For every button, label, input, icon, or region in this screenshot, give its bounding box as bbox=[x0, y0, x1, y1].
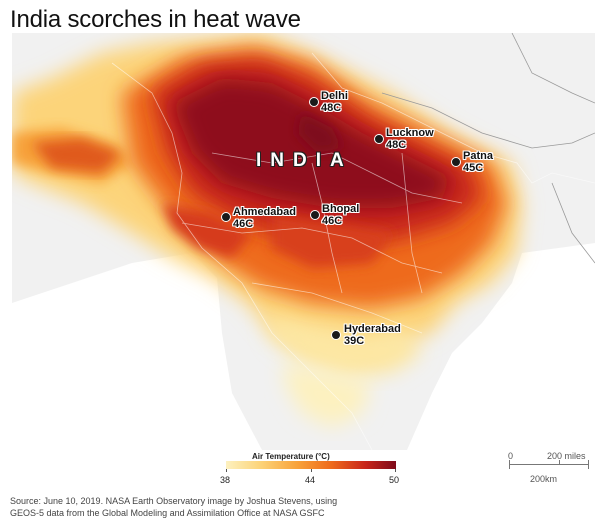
legend-title: Air Temperature (°C) bbox=[252, 452, 330, 461]
country-label-india: INDIA bbox=[256, 150, 353, 171]
outer-borders bbox=[381, 33, 595, 264]
scale-bar-line bbox=[509, 464, 589, 465]
city-name: Lucknow bbox=[386, 127, 434, 139]
legend-max-label: 50 bbox=[389, 475, 400, 485]
legend-tick-min bbox=[226, 469, 227, 472]
legend-color-bar bbox=[226, 461, 396, 469]
city-name: Patna bbox=[463, 150, 493, 162]
city-name: Ahmedabad bbox=[233, 206, 296, 218]
city-marker-hyderabad bbox=[331, 330, 341, 340]
legend-tick-max bbox=[395, 469, 396, 472]
city-label-delhi: Delhi 48C bbox=[321, 90, 348, 114]
city-label-ahmedabad: Ahmedabad 46C bbox=[233, 206, 296, 230]
scale-zero-label: 0 bbox=[508, 451, 514, 461]
city-temp: 48C bbox=[386, 139, 407, 151]
scale-bar-tick-left bbox=[509, 460, 510, 469]
city-name: Delhi bbox=[321, 90, 348, 102]
legend-mid-label: 44 bbox=[305, 475, 316, 485]
borders bbox=[111, 52, 595, 450]
city-marker-delhi bbox=[309, 97, 319, 107]
city-temp: 46C bbox=[322, 215, 343, 227]
city-marker-lucknow bbox=[374, 134, 384, 144]
city-label-patna: Patna 45C bbox=[463, 150, 493, 174]
arabian-sea bbox=[12, 253, 262, 450]
legend-min-label: 38 bbox=[220, 475, 231, 485]
city-name: Hyderabad bbox=[344, 323, 401, 335]
scale-bar-tick-mid bbox=[559, 460, 560, 465]
city-temp: 45C bbox=[463, 162, 484, 174]
source-note: Source: June 10, 2019. NASA Earth Observ… bbox=[10, 495, 480, 519]
bay-of-bengal bbox=[407, 243, 595, 450]
legend-tick-mid bbox=[311, 469, 312, 472]
map-title: India scorches in heat wave bbox=[10, 6, 301, 33]
city-temp: 39C bbox=[344, 335, 365, 347]
city-label-bhopal: Bhopal 46C bbox=[322, 203, 359, 227]
city-name: Bhopal bbox=[322, 203, 360, 215]
city-marker-patna bbox=[451, 157, 461, 167]
city-label-hyderabad: Hyderabad 39C bbox=[344, 323, 401, 347]
scale-miles-label: 200 miles bbox=[547, 451, 586, 461]
city-temp: 46C bbox=[233, 218, 254, 230]
city-marker-bhopal bbox=[310, 210, 320, 220]
city-marker-ahmedabad bbox=[221, 212, 231, 222]
scale-bar-tick-right bbox=[588, 460, 589, 469]
city-temp: 48C bbox=[321, 102, 342, 114]
heat-map-svg bbox=[12, 33, 595, 450]
heat-layer-dark bbox=[172, 78, 452, 208]
source-line-1: Source: June 10, 2019. NASA Earth Observ… bbox=[10, 496, 338, 506]
scale-km-label: 200km bbox=[530, 474, 558, 484]
city-label-lucknow: Lucknow 48C bbox=[386, 127, 434, 151]
source-line-2: GEOS-5 data from the Global Modeling and… bbox=[10, 508, 325, 518]
heat-map bbox=[12, 33, 595, 450]
